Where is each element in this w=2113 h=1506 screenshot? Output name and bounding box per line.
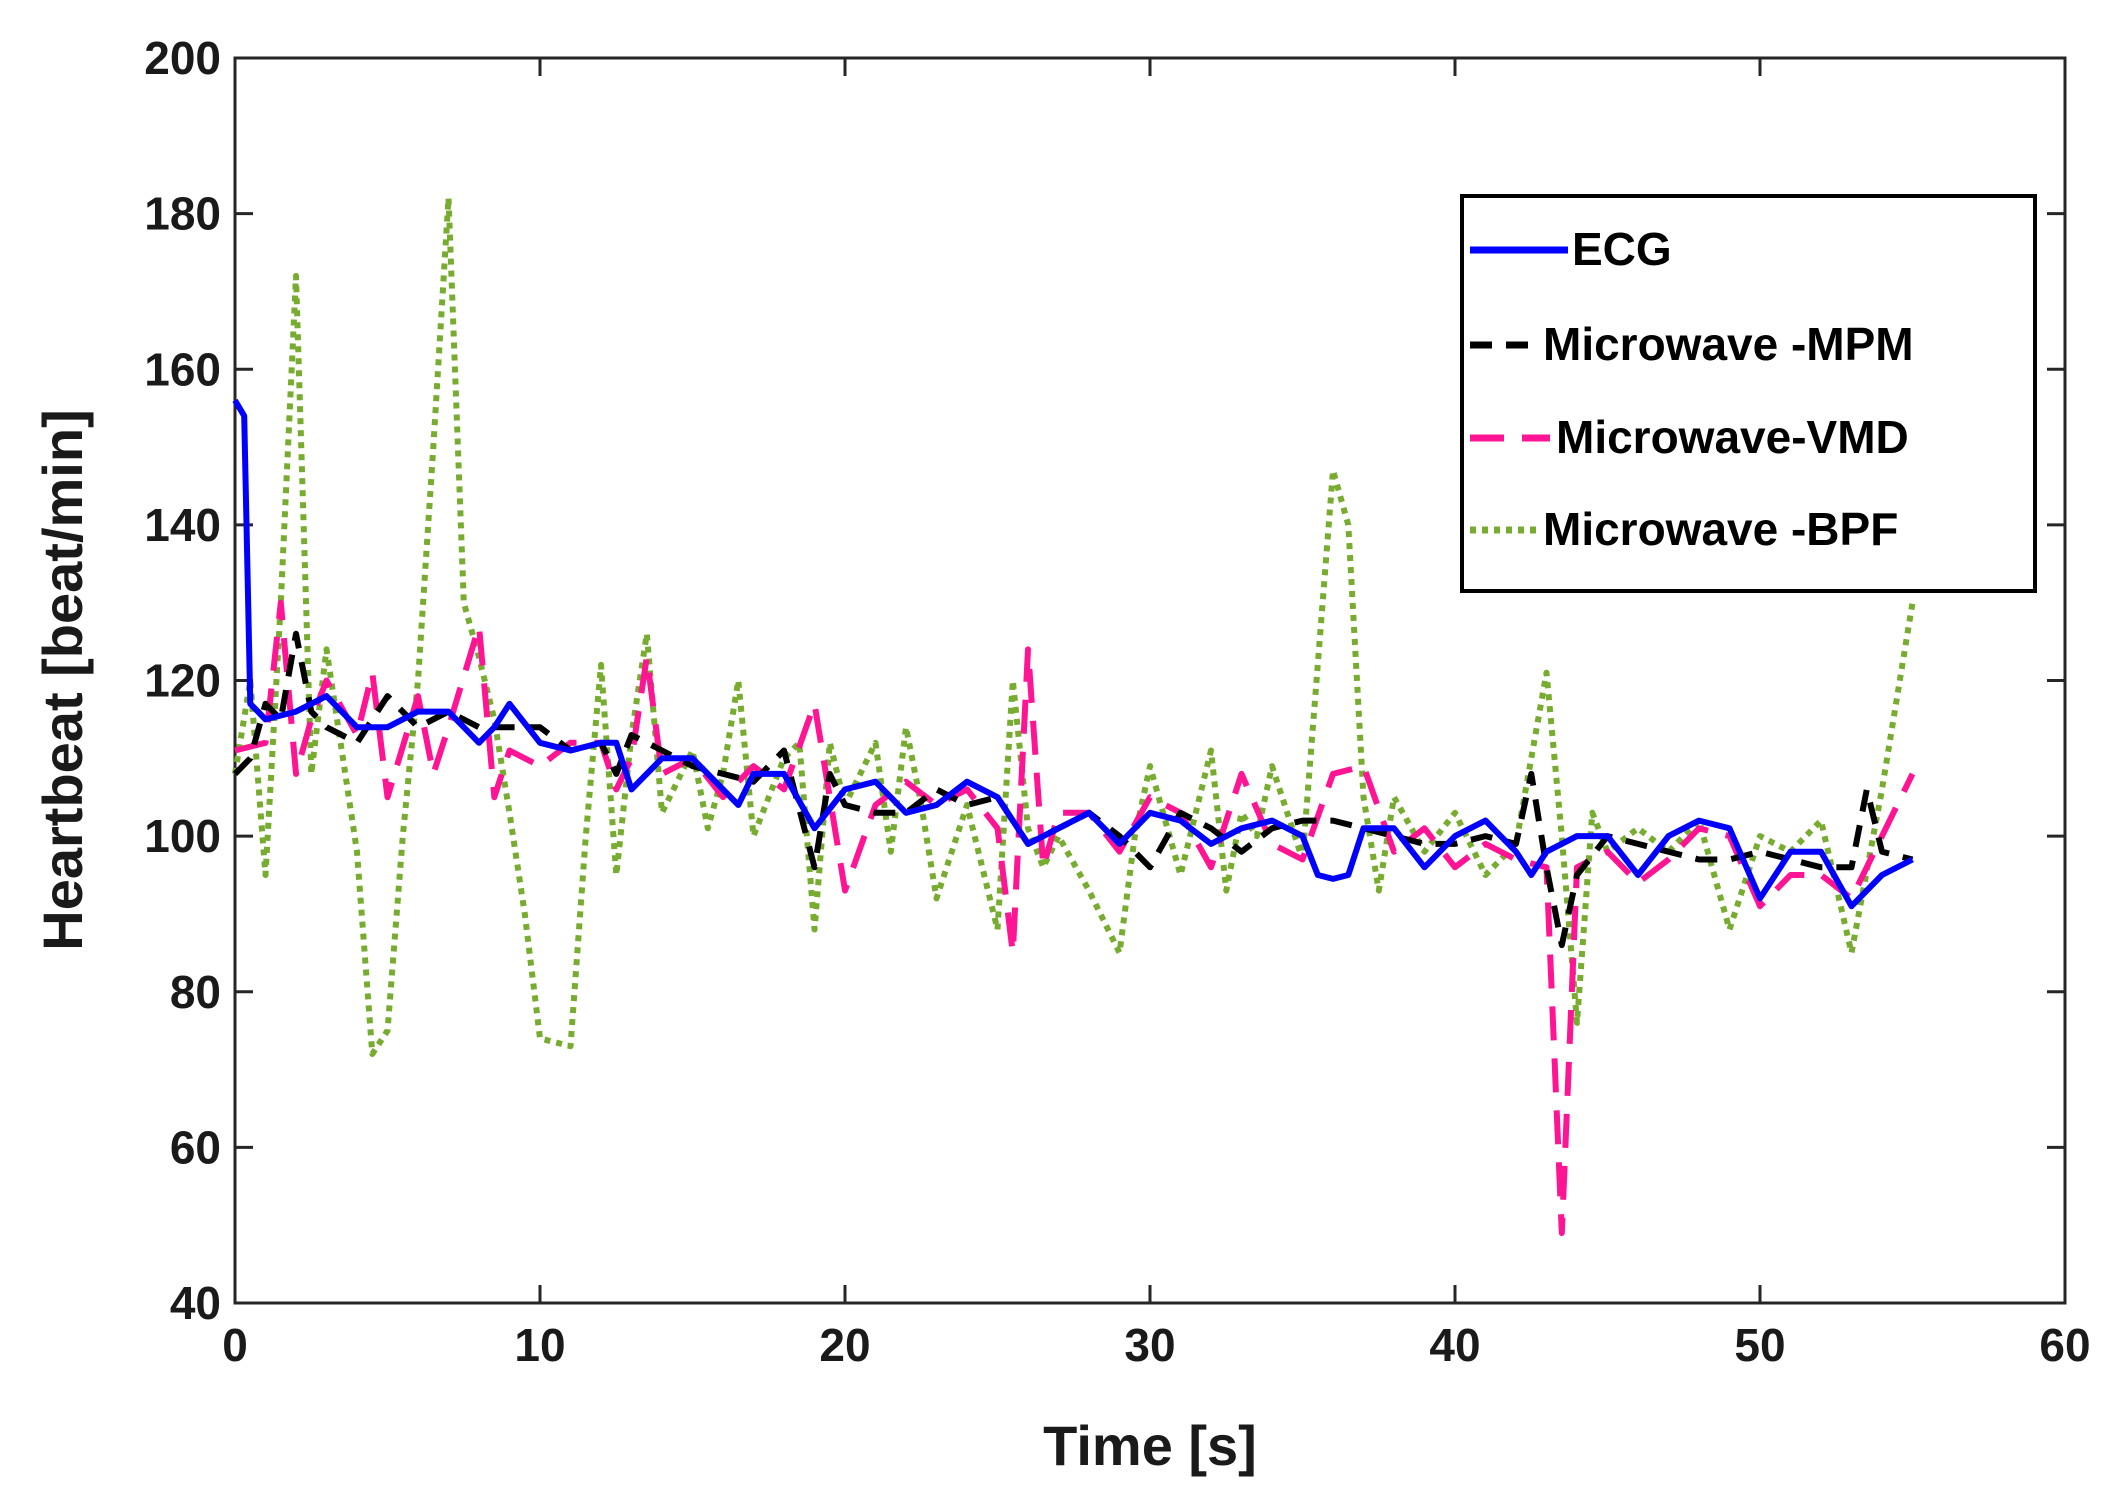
y-axis-label: Heartbeat [beat/min] bbox=[31, 409, 94, 950]
x-axis: 0 10 20 30 40 50 60 bbox=[222, 58, 2091, 1371]
legend-box bbox=[1460, 194, 2037, 593]
legend: ECG Microwave -MPM Microwave-VMD Microwa… bbox=[1460, 194, 2037, 593]
y-tick-label: 60 bbox=[170, 1121, 221, 1173]
series-layer bbox=[232, 195, 1916, 1236]
x-tick-label: 0 bbox=[222, 1319, 248, 1371]
x-tick-label: 10 bbox=[514, 1319, 565, 1371]
y-tick-label: 180 bbox=[144, 188, 221, 240]
y-axis: 40 60 80 100 120 140 160 180 200 bbox=[144, 32, 2065, 1329]
x-tick-label: 60 bbox=[2039, 1319, 2090, 1371]
series-line-ecg bbox=[232, 398, 1914, 910]
series-line-mpm bbox=[232, 630, 1914, 949]
series-line-bpf bbox=[232, 195, 1916, 1057]
legend-label-mpm: Microwave -MPM bbox=[1543, 318, 1914, 370]
y-tick-label: 140 bbox=[144, 499, 221, 551]
y-tick-label: 160 bbox=[144, 343, 221, 395]
y-tick-label: 100 bbox=[144, 810, 221, 862]
x-axis-label: Time [s] bbox=[1043, 1414, 1257, 1477]
legend-label-vmd: Microwave-VMD bbox=[1556, 411, 1909, 463]
x-tick-label: 30 bbox=[1124, 1319, 1175, 1371]
legend-label-bpf: Microwave -BPF bbox=[1543, 503, 1898, 555]
x-tick-label: 50 bbox=[1734, 1319, 1785, 1371]
y-tick-label: 120 bbox=[144, 655, 221, 707]
x-tick-label: 40 bbox=[1429, 1319, 1480, 1371]
y-tick-label: 80 bbox=[170, 966, 221, 1018]
y-tick-label: 200 bbox=[144, 32, 221, 84]
x-tick-label: 20 bbox=[819, 1319, 870, 1371]
y-tick-label: 40 bbox=[170, 1277, 221, 1329]
legend-label-ecg: ECG bbox=[1572, 223, 1672, 275]
